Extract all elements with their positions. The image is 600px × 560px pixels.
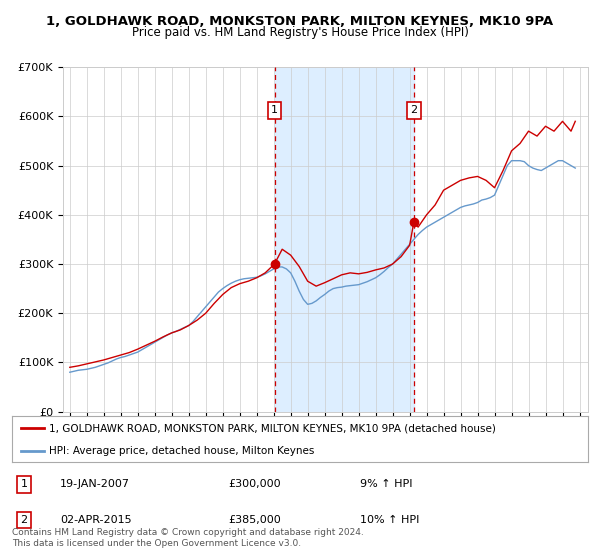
Text: 02-APR-2015: 02-APR-2015 bbox=[60, 515, 131, 525]
Text: 2: 2 bbox=[20, 515, 28, 525]
Text: 9% ↑ HPI: 9% ↑ HPI bbox=[360, 479, 413, 489]
Text: Price paid vs. HM Land Registry's House Price Index (HPI): Price paid vs. HM Land Registry's House … bbox=[131, 26, 469, 39]
Text: £385,000: £385,000 bbox=[228, 515, 281, 525]
Text: HPI: Average price, detached house, Milton Keynes: HPI: Average price, detached house, Milt… bbox=[49, 446, 315, 455]
Bar bbox=[275, 67, 414, 412]
Text: Contains HM Land Registry data © Crown copyright and database right 2024.
This d: Contains HM Land Registry data © Crown c… bbox=[12, 528, 364, 548]
Text: 10% ↑ HPI: 10% ↑ HPI bbox=[360, 515, 419, 525]
Text: 1: 1 bbox=[20, 479, 28, 489]
Text: 1: 1 bbox=[271, 105, 278, 115]
Text: 1, GOLDHAWK ROAD, MONKSTON PARK, MILTON KEYNES, MK10 9PA: 1, GOLDHAWK ROAD, MONKSTON PARK, MILTON … bbox=[46, 15, 554, 27]
Text: 2: 2 bbox=[410, 105, 418, 115]
Text: 19-JAN-2007: 19-JAN-2007 bbox=[60, 479, 130, 489]
Text: 1, GOLDHAWK ROAD, MONKSTON PARK, MILTON KEYNES, MK10 9PA (detached house): 1, GOLDHAWK ROAD, MONKSTON PARK, MILTON … bbox=[49, 423, 496, 433]
Text: £300,000: £300,000 bbox=[228, 479, 281, 489]
